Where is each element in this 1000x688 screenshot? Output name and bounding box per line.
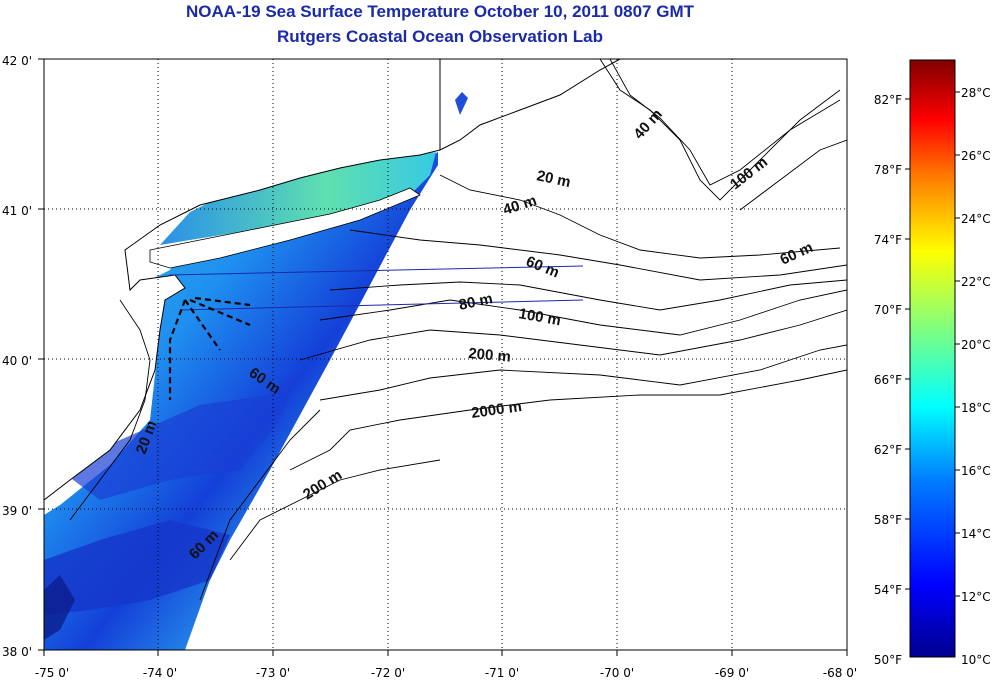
fahrenheit-labels: 50°F 54°F 58°F 62°F 66°F 70°F 74°F 78°F … [874, 93, 902, 667]
cb-c-label: 20°C [961, 338, 991, 352]
lon-label: -73 0' [256, 666, 290, 680]
bathymetry-contours [69, 59, 847, 601]
lon-label: -71 0' [485, 666, 519, 680]
lat-label: 40 0' [2, 354, 32, 368]
celsius-labels: 10°C 12°C 14°C 16°C 18°C 20°C 22°C 24°C … [961, 86, 991, 667]
lon-label: -69 0' [715, 666, 749, 680]
mainland-coast [44, 59, 441, 501]
lon-label: -75 0' [35, 666, 69, 680]
cold-band [60, 370, 300, 500]
cb-f-label: 78°F [874, 163, 902, 177]
graticule [44, 59, 847, 650]
depth-label: 20 m [535, 167, 572, 191]
cb-c-label: 26°C [961, 149, 991, 163]
latitude-labels: 42 0' 41 0' 40 0' 39 0' 38 0' [2, 54, 32, 659]
map-subtitle: Rutgers Coastal Ocean Observation Lab [277, 27, 603, 46]
lon-label: -68 0' [823, 666, 857, 680]
cb-f-label: 70°F [874, 303, 902, 317]
map-title: NOAA-19 Sea Surface Temperature October … [185, 2, 695, 21]
cb-f-label: 58°F [874, 513, 902, 527]
lon-label: -70 0' [600, 666, 634, 680]
cb-f-label: 66°F [874, 373, 902, 387]
transect-lines [169, 265, 584, 311]
colorbar [909, 59, 956, 658]
cb-f-label: 54°F [874, 583, 902, 597]
axis-ticks [38, 58, 848, 656]
lat-label: 38 0' [2, 645, 32, 659]
cb-f-label: 62°F [874, 443, 902, 457]
lat-label: 42 0' [2, 54, 32, 68]
cb-c-label: 12°C [961, 590, 991, 604]
cb-f-label: 82°F [874, 93, 902, 107]
longitude-labels: -75 0' -74 0' -73 0' -72 0' -71 0' -70 0… [35, 666, 857, 680]
depth-label: 2000 m [470, 398, 523, 422]
cb-c-label: 22°C [961, 275, 991, 289]
lon-label: -72 0' [371, 666, 405, 680]
cb-c-label: 28°C [961, 86, 991, 100]
cb-c-label: 10°C [961, 653, 991, 667]
colorbar-ticks [905, 91, 960, 597]
lat-label: 41 0' [2, 204, 32, 218]
depth-label: 200 m [468, 345, 512, 366]
dashed-transects [168, 296, 251, 400]
long-island-sound-sst [160, 152, 436, 245]
cb-f-label: 50°F [874, 653, 902, 667]
cb-c-label: 14°C [961, 527, 991, 541]
narragansett-bay [455, 92, 468, 115]
cold-band [44, 520, 230, 615]
cb-f-label: 74°F [874, 233, 902, 247]
new-england-coast [439, 59, 621, 151]
cb-c-label: 16°C [961, 464, 991, 478]
cb-c-label: 18°C [961, 401, 991, 415]
cold-band [44, 575, 75, 640]
lon-label: -74 0' [143, 666, 177, 680]
depth-label: 80 m [457, 290, 494, 314]
lat-label: 39 0' [2, 504, 32, 518]
long-island [149, 187, 421, 269]
cb-c-label: 24°C [961, 212, 991, 226]
